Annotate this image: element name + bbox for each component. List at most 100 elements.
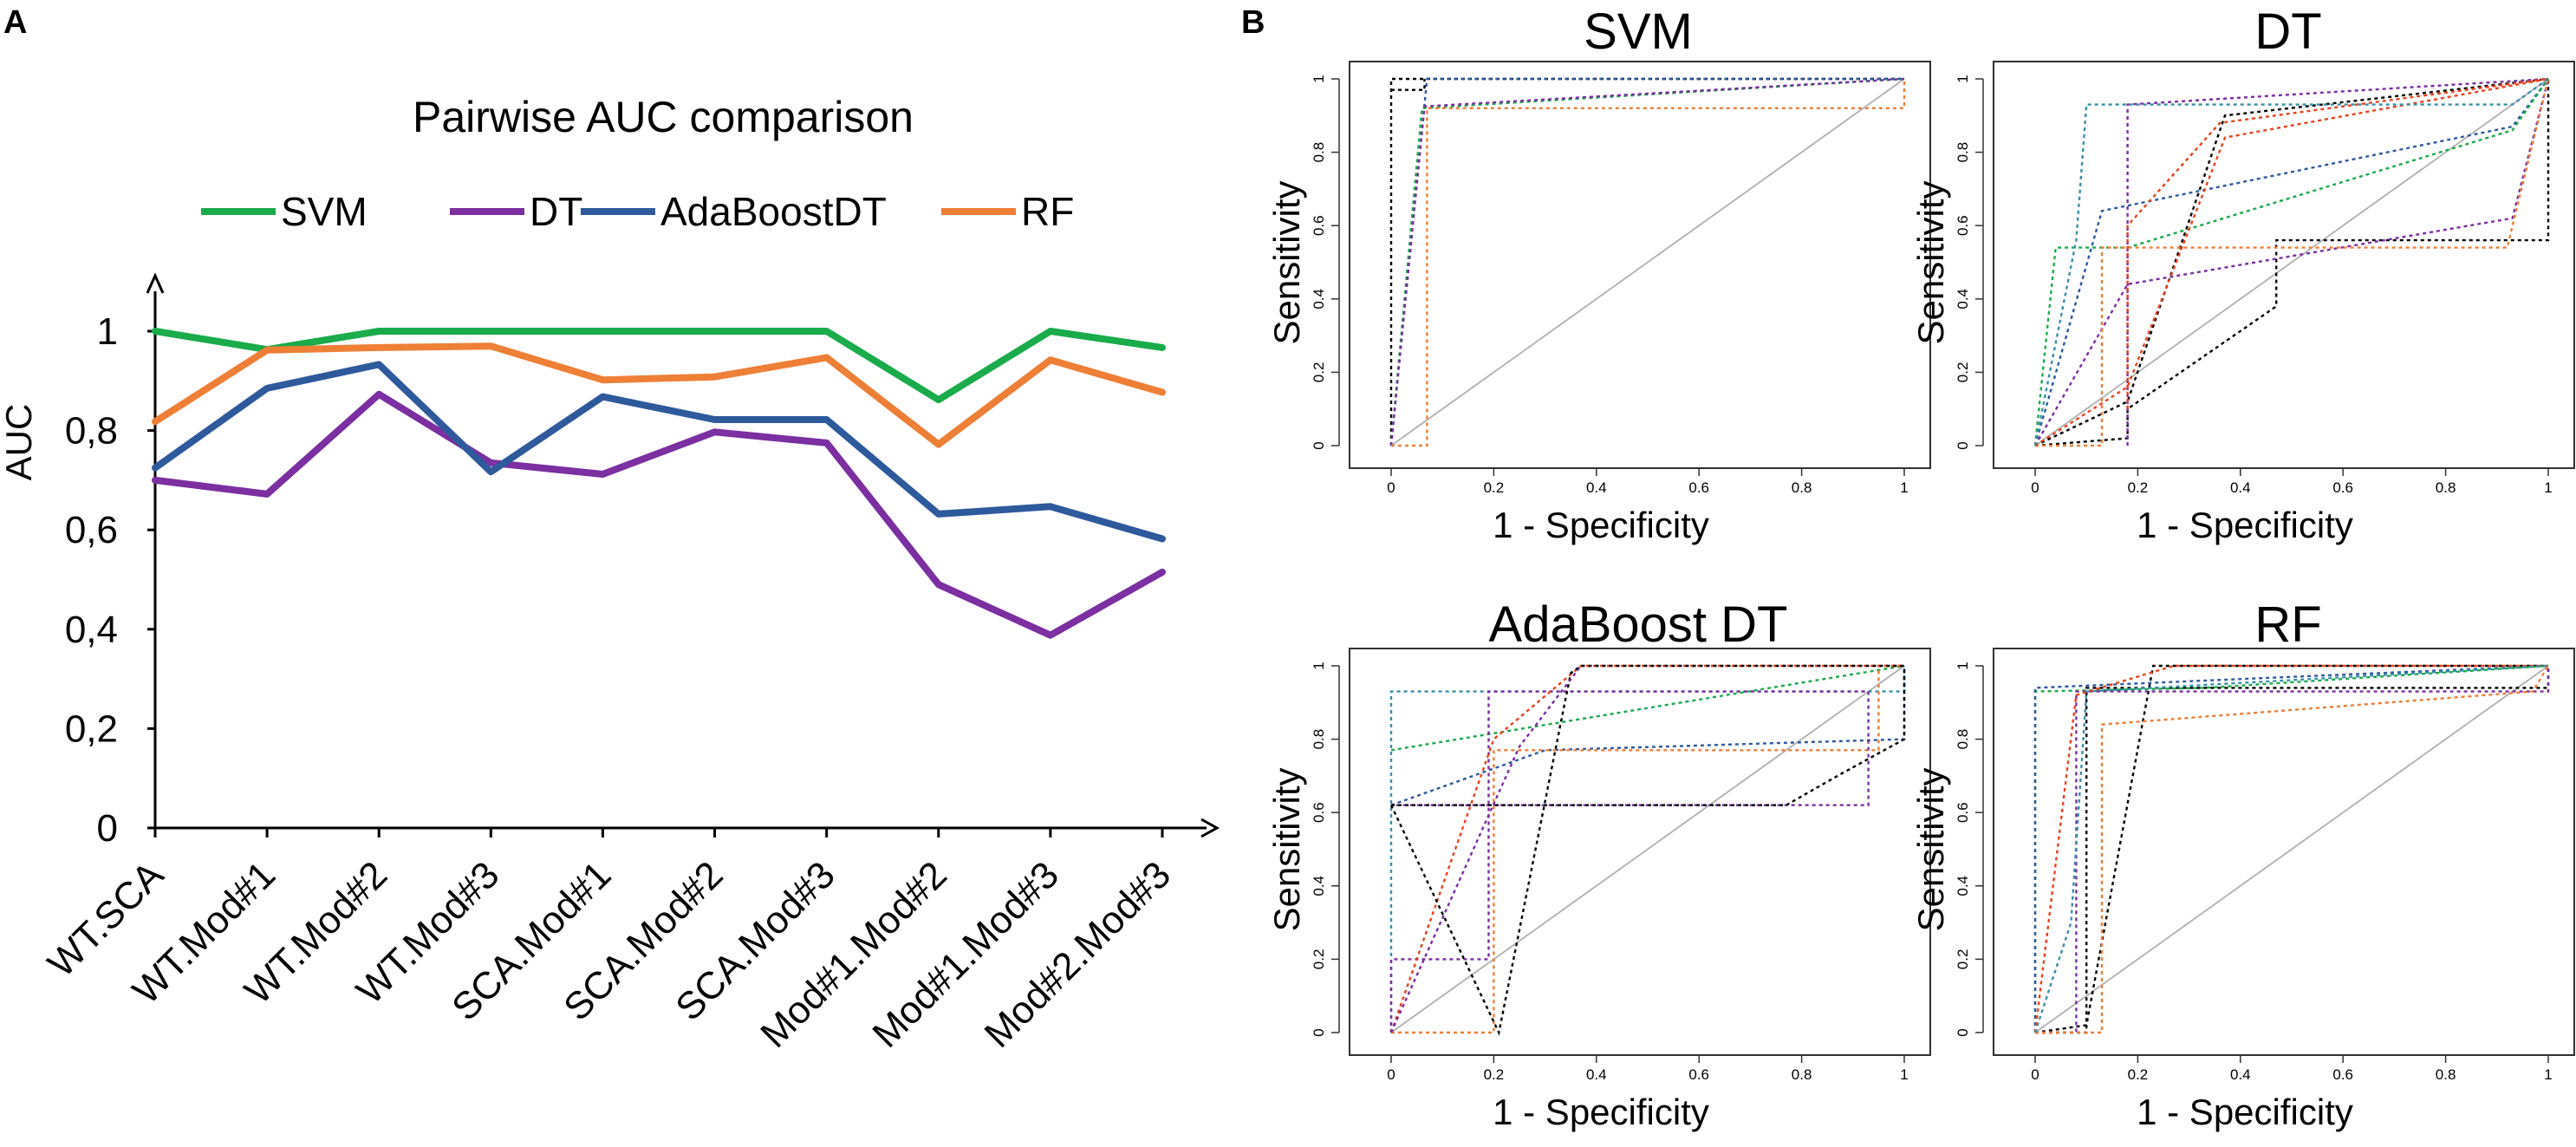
legend: SVM DT AdaBoostDT RF — [201, 189, 1074, 234]
roc-curve — [2035, 665, 2550, 1034]
roc-curve — [1389, 77, 1905, 446]
x-axis-label: 1 - Specificity — [2137, 1092, 2353, 1132]
x-axis-arrow — [1200, 818, 1220, 838]
x-tick-label: 0 — [2031, 479, 2039, 496]
panel-label-a: A — [3, 4, 27, 41]
y-tick-label: 0.8 — [1311, 142, 1327, 163]
y-tick-label: 0.6 — [1955, 802, 1971, 823]
roc-curve — [1391, 664, 1904, 1034]
panel-label-b: B — [1241, 4, 1265, 41]
roc-curve — [2033, 78, 2549, 446]
x-tick-label: 0 — [2031, 1066, 2039, 1083]
y-tick-label: 0.4 — [1311, 289, 1327, 310]
y-tick-label: 0.4 — [1955, 876, 1971, 896]
series-line-svm — [152, 328, 1166, 404]
x-tick-label: 1 — [2544, 1066, 2552, 1083]
subplot-title: RF — [2254, 596, 2321, 653]
pairwise-auc-chart: Pairwise AUC comparison SVM DT AdaBoostDT R… — [0, 93, 1220, 1056]
x-tick-label: 1 — [1900, 1066, 1908, 1083]
y-tick-label: 1 — [1311, 75, 1327, 82]
chart-title: Pairwise AUC comparison — [413, 93, 914, 141]
y-tick-label: 1 — [1311, 661, 1327, 669]
subplot-title: AdaBoost DT — [1489, 596, 1788, 653]
y-axis-label: Sensitivity — [1910, 767, 1951, 931]
y-tick-label: 1 — [1955, 75, 1971, 82]
y-axis-label: Sensitivity — [1266, 180, 1307, 344]
x-axis-label: 1 - Specificity — [1493, 1092, 1709, 1132]
subplot-title: SVM — [1584, 3, 1693, 60]
x-tick-label: 0.4 — [2230, 479, 2251, 496]
roc-subplot-rf: RF 0 0.2 0.4 0.6 0.8 1 0 0.2 0.4 0.6 0.8 1 1 - Specif… — [1910, 596, 2575, 1132]
roc-curve — [1391, 79, 1426, 91]
y-tick-label: 0.2 — [1955, 362, 1971, 383]
x-axis-label: 1 - Specificity — [1493, 505, 1709, 545]
y-tick-label: 0 — [97, 807, 118, 850]
roc-curve — [1389, 77, 1904, 446]
x-tick-label: 0.4 — [1586, 1066, 1607, 1083]
x-tick-label: 0.8 — [2436, 1066, 2456, 1083]
roc-curve — [1390, 664, 1905, 752]
x-tick-label: 0.8 — [1792, 479, 1812, 496]
diagonal-reference — [1390, 78, 1905, 446]
series-line-adaboostdt — [152, 361, 1166, 543]
y-tick-label: 0 — [1311, 1028, 1327, 1036]
x-tick-label: 0.2 — [1484, 1066, 1505, 1083]
y-tick-label: 0.4 — [1955, 289, 1971, 310]
roc-curve — [1391, 79, 1906, 447]
y-tick-label: 0.2 — [1955, 949, 1971, 970]
roc-curve — [2034, 77, 2549, 447]
roc-curve — [1391, 666, 1906, 806]
x-tick-label: 0.8 — [2436, 479, 2456, 496]
x-tick-label: 0.6 — [2332, 1066, 2353, 1083]
diagonal-reference — [2034, 665, 2549, 1033]
roc-subplot-adaboost-dt: AdaBoost DT 0 0.2 0.4 0.6 0.8 1 0 0.2 0.4 0.6 0.8 1 1… — [1266, 596, 1931, 1132]
y-axis-arrow — [146, 272, 165, 294]
legend-label: RF — [1021, 189, 1074, 234]
roc-curve — [1389, 664, 1904, 1033]
y-tick-label: 0 — [1955, 1028, 1971, 1036]
x-tick-label: 0 — [1387, 479, 1395, 496]
x-tick-label: 0.2 — [2128, 1066, 2149, 1083]
roc-curve — [2033, 664, 2549, 1033]
roc-curve — [2034, 77, 2549, 447]
roc-curve — [1389, 664, 1904, 1036]
diagonal-reference — [2034, 78, 2549, 446]
x-tick-label: 0.6 — [1688, 1066, 1709, 1083]
y-tick-label: 0,2 — [65, 707, 118, 750]
legend-label: SVM — [281, 189, 368, 234]
roc-curve — [1390, 666, 1906, 806]
legend-label: AdaBoostDT — [660, 189, 887, 234]
subplot-title: DT — [2254, 3, 2321, 60]
y-tick-label: 0.6 — [1955, 215, 1971, 236]
y-tick-label: 0.8 — [1311, 729, 1327, 750]
roc-panels: SVM 0 0.2 0.4 0.6 0.8 1 0 0.2 0.4 0.6 0.8 1 1 - Speci… — [1266, 3, 2575, 1132]
x-tick-label: 0.6 — [1688, 479, 1709, 496]
y-tick-label: 0,6 — [65, 509, 118, 551]
y-tick-label: 0.2 — [1311, 949, 1327, 970]
x-axis-label: 1 - Specificity — [2137, 505, 2353, 545]
roc-curve — [2033, 664, 2549, 1033]
roc-curve — [1389, 690, 1870, 1033]
x-tick-label: 0.4 — [2230, 1066, 2251, 1083]
x-tick-label: 1 — [1900, 479, 1908, 496]
series-lines — [152, 328, 1166, 639]
x-tick-label: 0.2 — [2128, 479, 2149, 496]
roc-curve — [2035, 666, 2550, 1034]
y-tick-label: 0 — [1955, 441, 1971, 449]
y-tick-label: 0.4 — [1311, 876, 1327, 896]
legend-label: DT — [530, 189, 582, 234]
y-tick-label: 0.6 — [1311, 215, 1327, 236]
roc-curve — [2033, 664, 2548, 1033]
x-tick-label: 1 — [2544, 479, 2552, 496]
y-tick-label: 0.8 — [1955, 142, 1971, 163]
roc-curve — [2126, 77, 2549, 409]
y-tick-label: 1 — [97, 310, 118, 353]
y-tick-label: 0,8 — [65, 410, 118, 453]
y-tick-label: 0,4 — [65, 609, 118, 651]
roc-curve — [2126, 77, 2549, 446]
x-tick-label: 0.8 — [1792, 1066, 1812, 1083]
x-tick-label: 0.4 — [1586, 479, 1607, 496]
series-line-rf — [152, 342, 1166, 448]
roc-subplot-svm: SVM 0 0.2 0.4 0.6 0.8 1 0 0.2 0.4 0.6 0.8 1 1 - Speci… — [1266, 3, 1931, 545]
